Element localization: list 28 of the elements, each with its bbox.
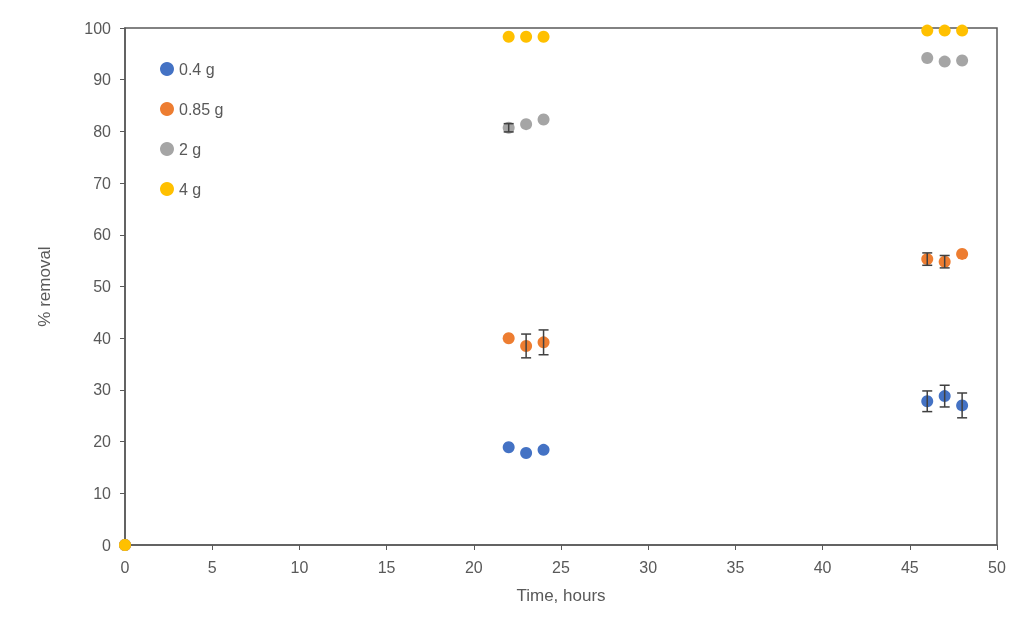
legend-label: 4 g [179,180,202,198]
x-tick-label: 30 [639,558,658,576]
y-tick-label: 70 [93,174,112,192]
x-tick-label: 10 [290,558,309,576]
y-tick-label: 10 [93,484,112,502]
x-tick-label: 20 [464,558,483,576]
x-tick-label: 35 [726,558,745,576]
y-tick-label: 0 [102,536,112,554]
x-axis-title: Time, hours [516,586,606,605]
y-tick-label: 20 [93,433,112,451]
y-tick-label: 90 [93,71,112,89]
legend-label: 2 g [179,140,202,158]
x-tick-label: 15 [377,558,396,576]
legend-label: 0.85 g [179,100,224,118]
y-axis-title: % removal [35,246,54,327]
y-tick-label: 40 [93,329,112,347]
y-tick-label: 30 [93,381,112,399]
y-tick-label: 60 [93,226,112,244]
legend-label: 0.4 g [179,60,215,78]
x-tick-label: 40 [813,558,832,576]
x-tick-label: 5 [207,558,217,576]
x-tick-label: 0 [120,558,130,576]
y-tick-label: 80 [93,122,112,140]
x-tick-label: 25 [552,558,570,576]
y-tick-label: 100 [84,19,112,37]
x-tick-label: 50 [988,558,1006,576]
x-tick-label: 45 [900,558,919,576]
y-tick-label: 50 [93,278,112,295]
